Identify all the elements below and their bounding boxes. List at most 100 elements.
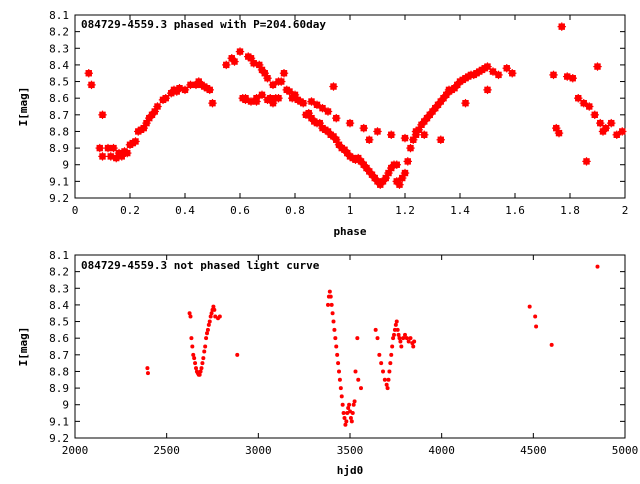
phased-data-point bbox=[131, 137, 140, 146]
phased-y-tick-label: 8.2 bbox=[49, 26, 69, 39]
unphased-data-point bbox=[406, 339, 411, 344]
unphased-data-point bbox=[188, 314, 193, 319]
phased-data-point bbox=[332, 113, 341, 123]
unphased-data-point bbox=[329, 302, 334, 307]
phased-x-tick-label: 0.8 bbox=[285, 204, 305, 217]
unphased-data-point bbox=[394, 319, 399, 324]
unphased-data-point bbox=[389, 352, 394, 357]
unphased-data-point bbox=[199, 366, 204, 371]
unphased-data-point bbox=[191, 352, 196, 357]
phased-x-tick-label: 0 bbox=[72, 204, 79, 217]
unphased-data-point bbox=[202, 349, 207, 354]
phased-data-point bbox=[205, 85, 214, 95]
unphased-data-point bbox=[332, 327, 337, 332]
unphased-data-point bbox=[408, 336, 413, 341]
phased-data-point bbox=[153, 102, 162, 111]
phased-data-point bbox=[87, 80, 96, 90]
unphased-data-point bbox=[209, 311, 214, 316]
unphased-data-point bbox=[382, 377, 387, 382]
phased-data-point bbox=[444, 85, 454, 95]
phased-data-point bbox=[285, 87, 294, 96]
unphased-data-point bbox=[396, 332, 401, 337]
unphased-data-point bbox=[352, 399, 357, 404]
phased-data-point bbox=[263, 74, 272, 83]
phased-data-point bbox=[109, 143, 118, 153]
unphased-data-point bbox=[335, 352, 340, 357]
unphased-data-point bbox=[193, 361, 198, 366]
unphased-data-point bbox=[201, 356, 206, 361]
phased-data-point bbox=[400, 133, 410, 143]
unphased-data-point bbox=[384, 382, 389, 387]
phased-data-point bbox=[590, 110, 599, 120]
unphased-x-tick-label: 4000 bbox=[428, 444, 455, 457]
phased-data-point bbox=[593, 62, 602, 71]
phased-data-point bbox=[411, 127, 421, 136]
phased-y-tick-label: 8.3 bbox=[49, 42, 69, 55]
unphased-y-tick-label: 8.9 bbox=[49, 382, 69, 395]
unphased-data-point bbox=[206, 322, 211, 327]
phased-data-point bbox=[502, 64, 511, 73]
unphased-data-point bbox=[145, 371, 150, 376]
phased-data-point bbox=[161, 93, 170, 103]
phased-data-points bbox=[84, 22, 627, 189]
unphased-data-point bbox=[208, 314, 213, 319]
unphased-data-point bbox=[336, 361, 341, 366]
unphased-y-tick-label: 8.5 bbox=[49, 316, 69, 329]
phased-data-point bbox=[582, 157, 591, 166]
phased-y-tick-label: 9 bbox=[62, 159, 69, 172]
unphased-data-point bbox=[351, 402, 356, 407]
phased-data-point bbox=[601, 123, 610, 133]
unphased-y-axis-label: I[mag] bbox=[17, 327, 30, 367]
unphased-y-tick-label: 8.1 bbox=[49, 249, 69, 262]
unphased-data-point bbox=[203, 344, 208, 349]
phased-data-point bbox=[180, 85, 190, 95]
phased-y-tick-label: 8.4 bbox=[49, 59, 69, 72]
phased-data-point bbox=[365, 135, 374, 144]
unphased-axis-ticks: 2000 2500 3000 3500 4000 4500 5000 8.1 8.2 8.3 8.4… bbox=[49, 249, 638, 457]
unphased-y-tick-label: 8.8 bbox=[49, 365, 69, 378]
unphased-data-point bbox=[375, 336, 380, 341]
phased-x-tick-label: 2 bbox=[622, 204, 629, 217]
phased-data-point bbox=[373, 127, 382, 136]
unphased-x-tick-label: 5000 bbox=[612, 444, 639, 457]
unphased-data-point bbox=[527, 304, 532, 309]
unphased-data-point bbox=[533, 314, 538, 319]
phased-data-point bbox=[345, 118, 355, 128]
unphased-data-point bbox=[204, 336, 209, 341]
phased-data-point bbox=[123, 148, 132, 158]
unphased-data-point bbox=[385, 386, 390, 391]
phased-x-axis-label: phase bbox=[333, 225, 366, 238]
unphased-data-point bbox=[338, 386, 343, 391]
phased-data-point bbox=[299, 98, 308, 108]
phased-data-point bbox=[268, 80, 278, 90]
phased-data-point bbox=[257, 90, 267, 100]
unphased-data-point bbox=[412, 339, 417, 344]
phased-x-tick-label: 1.2 bbox=[395, 204, 415, 217]
phased-axis-ticks: 0 0.2 0.4 0.6 0.8 1 1.2 1.4 1.6 1.8 2 8.1 8.2 8.3 8.4 8… bbox=[49, 9, 628, 217]
phased-data-point bbox=[607, 118, 616, 128]
phased-data-point bbox=[406, 143, 415, 153]
unphased-data-point bbox=[404, 336, 409, 341]
unphased-data-point bbox=[192, 356, 197, 361]
phased-data-point bbox=[585, 102, 594, 111]
phased-data-point bbox=[274, 93, 283, 103]
phased-y-tick-label: 8.1 bbox=[49, 9, 69, 22]
unphased-data-point bbox=[348, 416, 353, 421]
phased-y-tick-label: 9.2 bbox=[49, 192, 69, 205]
phased-data-point bbox=[98, 110, 107, 120]
unphased-data-point bbox=[211, 304, 216, 309]
unphased-data-point bbox=[395, 327, 400, 332]
unphased-y-tick-label: 8.2 bbox=[49, 266, 69, 279]
unphased-data-point bbox=[198, 369, 203, 374]
unphased-data-point bbox=[399, 344, 404, 349]
phased-x-tick-label: 0.6 bbox=[230, 204, 250, 217]
unphased-data-point bbox=[327, 289, 332, 294]
unphased-data-point bbox=[390, 344, 395, 349]
unphased-y-tick-label: 8.7 bbox=[49, 349, 69, 362]
phased-data-point bbox=[557, 22, 566, 31]
phased-data-point bbox=[395, 180, 404, 189]
unphased-data-point bbox=[534, 324, 539, 329]
phased-y-tick-label: 8.7 bbox=[49, 109, 69, 122]
